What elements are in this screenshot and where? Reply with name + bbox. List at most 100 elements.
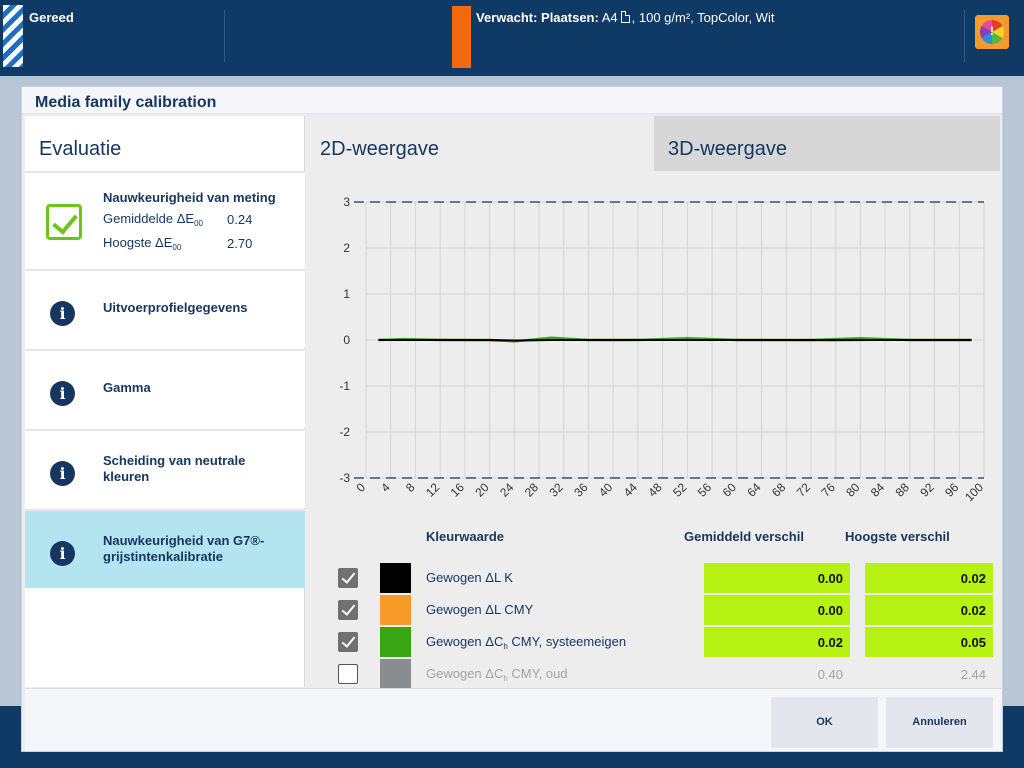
x-tick-label: 80	[843, 480, 863, 500]
series-name: Gewogen ΔL K	[426, 570, 513, 585]
max-difference-value: 0.02	[865, 563, 993, 593]
series-color-swatch	[380, 627, 411, 657]
x-tick-label: 76	[818, 480, 838, 500]
max-difference-value: 0.05	[865, 627, 993, 657]
info-icon: i	[50, 301, 75, 326]
sidebar-item-neutral-separation[interactable]: i Scheiding van neutrale kleuren	[25, 429, 305, 508]
status-bar: Gereed Verwacht: Plaatsen: A4 , 100 g/m²,…	[0, 0, 1024, 72]
expected-size: A4	[601, 10, 618, 25]
x-tick-label: 8	[403, 480, 418, 495]
sidebar-item-label: Scheiding van neutrale kleuren	[103, 453, 246, 484]
legend-row: Gewogen ΔCh CMY, systeemeigen 0.02 0.05	[306, 625, 1002, 657]
dialog-footer: OK Annuleren	[25, 688, 1001, 751]
sidebar-item-measurement-accuracy[interactable]: Nauwkeurigheid van meting Gemiddelde ΔE0…	[25, 171, 305, 269]
divider	[964, 10, 965, 62]
y-tick-label: -2	[339, 425, 350, 439]
avg-difference-value: 0.00	[704, 563, 850, 593]
y-tick-label: -3	[339, 471, 350, 485]
series-checkbox[interactable]	[338, 632, 358, 652]
info-icon: i	[50, 381, 75, 406]
sidebar-item-output-profile[interactable]: i Uitvoerprofielgegevens	[25, 269, 305, 348]
x-tick-label: 88	[893, 480, 913, 500]
series-color-swatch	[380, 595, 411, 625]
avg-difference-value: 0.40	[817, 667, 843, 682]
x-tick-label: 72	[794, 480, 814, 500]
x-tick-label: 44	[621, 480, 641, 500]
x-tick-label: 12	[423, 480, 443, 500]
series-checkbox[interactable]	[338, 600, 358, 620]
divider	[224, 10, 225, 62]
series-name: Gewogen ΔCh CMY, oud	[426, 666, 568, 683]
y-tick-label: -1	[339, 379, 350, 393]
sidebar-title: Evaluatie	[39, 138, 122, 160]
document-icon	[620, 11, 630, 23]
y-tick-label: 2	[343, 241, 350, 255]
info-icon: i	[50, 541, 75, 566]
legend-header-avg: Gemiddeld verschil	[684, 529, 804, 544]
expected-label: Verwacht: Plaatsen:	[476, 10, 599, 25]
cancel-button[interactable]: Annuleren	[886, 697, 993, 748]
ok-button[interactable]: OK	[771, 697, 878, 748]
tab-3d-view[interactable]: 3D-weergave	[654, 116, 1000, 171]
color-wheel-warning-icon[interactable]	[975, 15, 1009, 49]
y-tick-label: 3	[343, 195, 350, 209]
x-tick-label: 100	[962, 480, 986, 504]
x-tick-label: 52	[670, 480, 690, 500]
series-color-swatch	[380, 563, 411, 593]
printer-status-stripe-icon	[3, 5, 23, 67]
sidebar-item-label: Gamma	[103, 380, 151, 395]
sidebar-item-label: Uitvoerprofielgegevens	[103, 300, 248, 315]
legend-row: Gewogen ΔL CMY 0.00 0.02	[306, 593, 1002, 625]
dialog-header: Media family calibration	[22, 87, 1002, 114]
evaluation-sidebar: Evaluatie Nauwkeurigheid van meting Gemi…	[25, 116, 305, 687]
legend-row: Gewogen ΔCh CMY, oud 0.40 2.44	[306, 657, 1002, 689]
expected-media-info[interactable]: Verwacht: Plaatsen: A4 , 100 g/m², TopCol…	[476, 10, 774, 25]
expected-media: , 100 g/m², TopColor, Wit	[631, 10, 775, 25]
y-tick-label: 1	[343, 287, 350, 301]
info-icon: i	[50, 461, 75, 486]
x-tick-label: 64	[744, 480, 764, 500]
avg-delta-e-value: 0.24	[227, 212, 253, 227]
x-tick-label: 48	[645, 480, 665, 500]
max-delta-e-value: 2.70	[227, 236, 253, 251]
max-difference-value: 2.44	[960, 667, 986, 682]
sidebar-item-g7-grayscale[interactable]: i Nauwkeurigheid van G7®- grijstintenkal…	[25, 509, 305, 588]
media-color-indicator	[452, 6, 471, 68]
dialog-title: Media family calibration	[35, 94, 217, 111]
color-wheel-icon	[980, 20, 1004, 44]
legend-row: Gewogen ΔL K 0.00 0.02	[306, 561, 1002, 593]
x-tick-label: 32	[547, 480, 567, 500]
series-checkbox[interactable]	[338, 568, 358, 588]
legend-header-max: Hoogste verschil	[845, 529, 950, 544]
color-value-legend: Kleurwaarde Gemiddeld verschil Hoogste v…	[306, 523, 1002, 693]
x-tick-label: 60	[720, 480, 740, 500]
avg-delta-e-label: Gemiddelde ΔE00	[103, 211, 203, 228]
sidebar-item-label: Nauwkeurigheid van G7®- grijstintenkalib…	[103, 533, 265, 564]
x-tick-label: 40	[596, 480, 616, 500]
x-tick-label: 68	[769, 480, 789, 500]
x-tick-label: 16	[448, 480, 468, 500]
legend-header-name: Kleurwaarde	[426, 529, 505, 544]
avg-difference-value: 0.02	[704, 627, 850, 657]
sidebar-item-gamut[interactable]: i Gamma	[25, 349, 305, 428]
x-tick-label: 28	[522, 480, 542, 500]
check-icon	[46, 204, 82, 240]
x-tick-label: 56	[695, 480, 715, 500]
series-name: Gewogen ΔL CMY	[426, 602, 534, 617]
x-tick-label: 4	[378, 480, 393, 495]
x-tick-label: 84	[868, 480, 888, 500]
series-checkbox[interactable]	[338, 664, 358, 684]
printer-status-text: Gereed	[29, 10, 74, 25]
x-tick-label: 36	[571, 480, 591, 500]
sidebar-item-label: Nauwkeurigheid van meting	[103, 190, 276, 205]
y-tick-label: 0	[343, 333, 350, 347]
x-tick-label: 20	[472, 480, 492, 500]
x-tick-label: 24	[497, 480, 517, 500]
tab-2d-view[interactable]: 2D-weergave	[306, 116, 654, 171]
x-tick-label: 92	[917, 480, 937, 500]
series-name: Gewogen ΔCh CMY, systeemeigen	[426, 634, 627, 651]
series-line	[378, 339, 972, 342]
x-tick-label: 0	[353, 480, 368, 495]
max-difference-value: 0.02	[865, 595, 993, 625]
